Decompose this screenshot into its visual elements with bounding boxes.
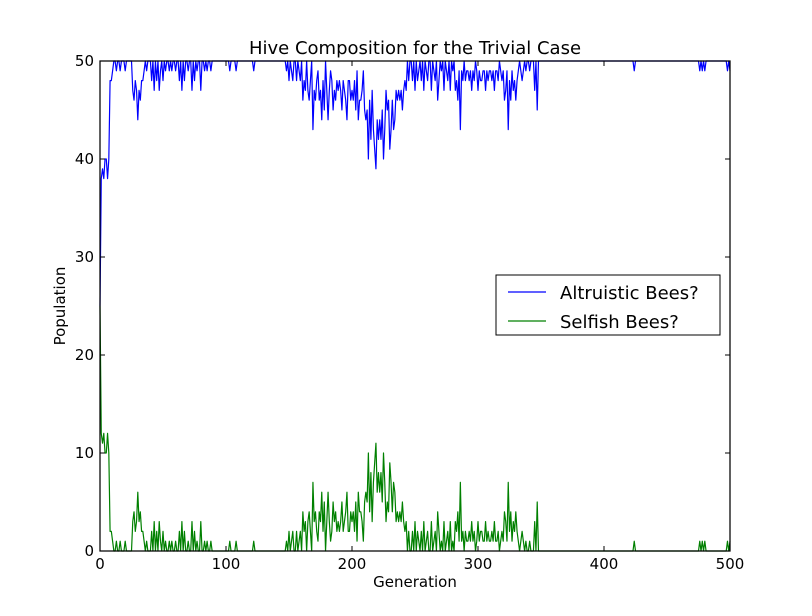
x-tick-label: 500 bbox=[716, 555, 745, 573]
y-tick-label: 20 bbox=[75, 346, 94, 364]
y-tick-label: 50 bbox=[75, 52, 94, 70]
x-tick-label: 200 bbox=[338, 555, 367, 573]
legend-label-altruistic: Altruistic Bees? bbox=[560, 283, 699, 304]
ticks-layer: 0 100 200 300 400 500 0 10 20 30 40 50 bbox=[75, 52, 744, 573]
x-axis-label: Generation bbox=[373, 573, 457, 591]
chart-title: Hive Composition for the Trivial Case bbox=[249, 38, 581, 59]
x-tick-label: 100 bbox=[212, 555, 241, 573]
y-tick-label: 30 bbox=[75, 248, 94, 266]
legend-frame bbox=[495, 274, 721, 336]
x-tick-label: 300 bbox=[464, 555, 493, 573]
legend: Altruistic Bees? Selfish Bees? bbox=[495, 274, 721, 336]
legend-label-selfish: Selfish Bees? bbox=[560, 312, 679, 333]
y-tick-label: 10 bbox=[75, 444, 94, 462]
x-tick-label: 400 bbox=[590, 555, 619, 573]
axes-frame bbox=[99, 60, 731, 552]
x-tick-label: 0 bbox=[95, 555, 105, 573]
y-tick-label: 0 bbox=[84, 542, 94, 560]
y-tick-label: 40 bbox=[75, 150, 94, 168]
y-axis-label: Population bbox=[51, 267, 69, 346]
